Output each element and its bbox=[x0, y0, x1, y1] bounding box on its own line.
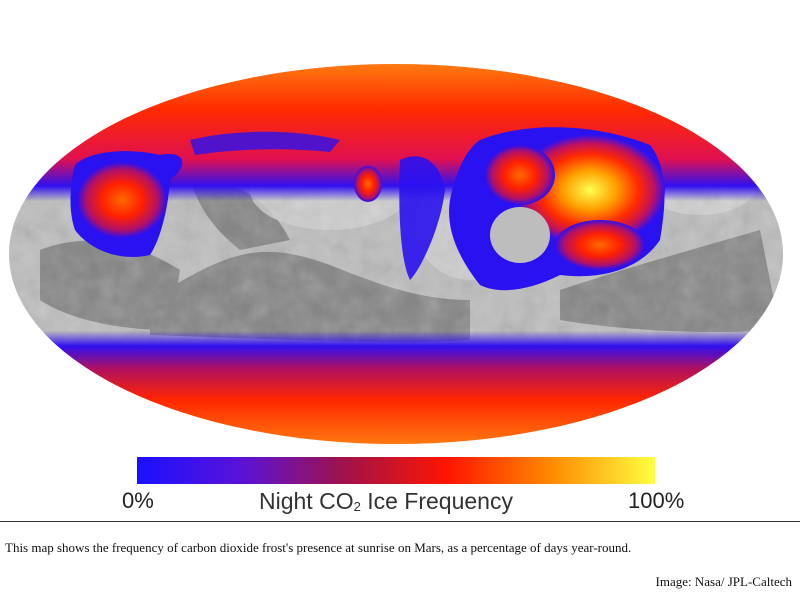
caption: This map shows the frequency of carbon d… bbox=[5, 540, 632, 555]
colorbar-title-main: Night CO bbox=[259, 488, 354, 514]
mars-co2-frost-map bbox=[9, 64, 783, 444]
colorbar bbox=[137, 457, 655, 484]
colorbar-title-subscript: 2 bbox=[353, 499, 361, 514]
divider bbox=[0, 521, 800, 522]
colorbar-title: Night CO2 Ice Frequency bbox=[259, 486, 513, 522]
frost-patches bbox=[70, 127, 665, 291]
colorbar-max-label: 100% bbox=[628, 488, 685, 513]
image-credit: Image: Nasa/ JPL-Caltech bbox=[655, 574, 792, 589]
colorbar-min-label: 0% bbox=[122, 488, 154, 513]
colorbar-title-tail: Ice Frequency bbox=[360, 488, 513, 514]
colorbar-gradient bbox=[137, 457, 655, 484]
